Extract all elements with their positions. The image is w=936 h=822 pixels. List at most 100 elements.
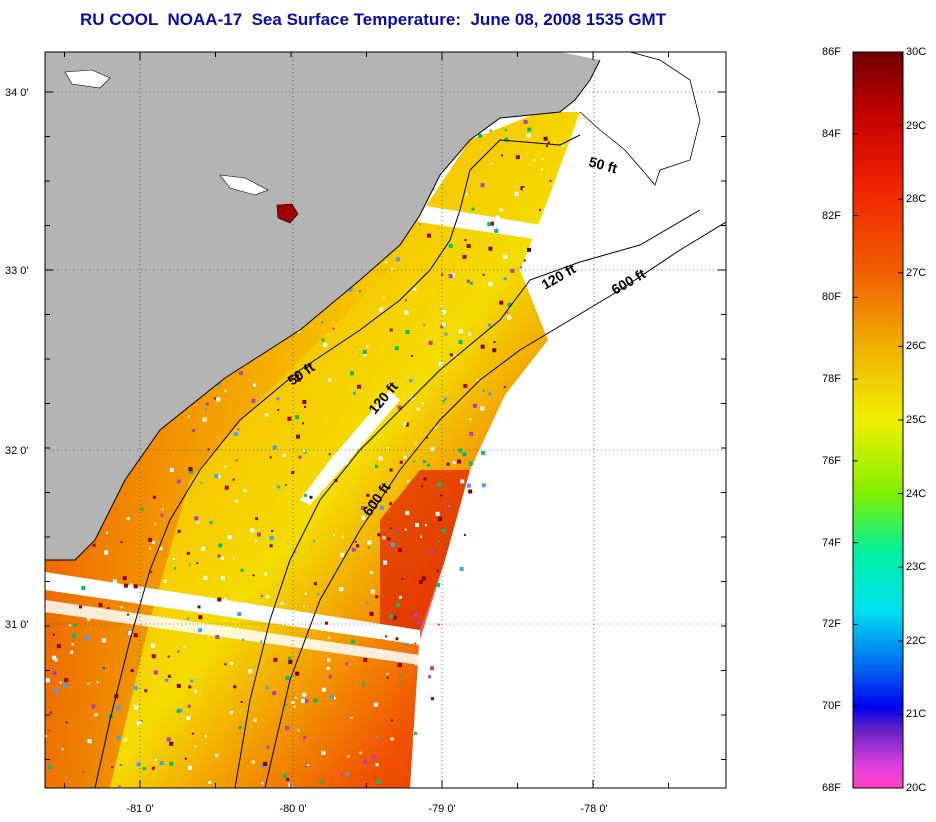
sst-speckle bbox=[447, 561, 452, 566]
sst-speckle bbox=[184, 757, 187, 760]
sst-speckle bbox=[288, 656, 292, 660]
sst-speckle bbox=[295, 415, 300, 420]
sst-speckle bbox=[238, 725, 242, 729]
sst-speckle bbox=[463, 534, 466, 536]
sst-speckle bbox=[321, 321, 324, 324]
sst-speckle bbox=[286, 778, 290, 781]
sst-speckle bbox=[419, 580, 423, 584]
sst-speckle bbox=[386, 672, 389, 675]
sst-speckle bbox=[442, 400, 445, 403]
sst-speckle bbox=[395, 531, 399, 535]
sst-speckle bbox=[154, 758, 157, 761]
graticule bbox=[45, 52, 726, 788]
sst-speckle bbox=[413, 613, 418, 617]
sst-speckle bbox=[430, 446, 435, 451]
sst-speckle bbox=[480, 344, 485, 349]
sst-speckle bbox=[527, 247, 531, 252]
sst-speckle bbox=[230, 711, 234, 714]
sst-speckle bbox=[174, 567, 176, 570]
page-title: RU COOL NOAA-17 Sea Surface Temperature:… bbox=[80, 10, 667, 29]
sst-speckle bbox=[499, 300, 504, 305]
sst-speckle bbox=[458, 448, 463, 453]
sst-speckle bbox=[207, 448, 210, 451]
sst-speckle bbox=[367, 546, 370, 549]
sst-speckle bbox=[242, 638, 244, 641]
sst-speckle bbox=[65, 721, 68, 724]
sst-speckle bbox=[193, 689, 197, 693]
sst-speckle bbox=[235, 499, 239, 503]
sst-speckle bbox=[269, 456, 272, 459]
sst-speckle bbox=[399, 460, 403, 464]
sst-speckle bbox=[414, 731, 417, 735]
land-mass bbox=[45, 52, 600, 560]
sst-speckle bbox=[403, 425, 406, 428]
sst-speckle bbox=[484, 460, 488, 463]
sst-speckle bbox=[127, 613, 130, 616]
sst-speckle bbox=[302, 422, 304, 425]
sst-speckle bbox=[399, 681, 402, 684]
sst-speckle bbox=[488, 323, 492, 327]
sst-speckle bbox=[235, 459, 238, 462]
sst-speckle bbox=[415, 523, 419, 527]
sst-speckle bbox=[256, 532, 261, 537]
sst-speckle bbox=[304, 493, 308, 497]
sst-speckle bbox=[409, 379, 413, 383]
sst-speckle bbox=[526, 133, 531, 138]
sst-speckle bbox=[469, 418, 472, 421]
sst-speckle bbox=[366, 345, 369, 348]
sst-speckle bbox=[391, 719, 393, 722]
sst-speckle bbox=[305, 618, 310, 623]
sst-speckle bbox=[361, 506, 365, 511]
sst-speckle bbox=[227, 535, 232, 540]
sst-speckle bbox=[510, 268, 515, 273]
sst-speckle bbox=[448, 505, 451, 508]
sst-speckle bbox=[341, 535, 344, 538]
sst-speckle bbox=[221, 556, 225, 560]
sst-speckle bbox=[224, 390, 227, 393]
sst-speckle bbox=[295, 671, 300, 676]
sst-speckle bbox=[397, 405, 402, 410]
sst-speckle bbox=[367, 540, 372, 545]
sst-speckle bbox=[546, 145, 548, 148]
sst-speckle bbox=[217, 475, 221, 479]
sst-speckle bbox=[303, 736, 307, 740]
sst-speckle bbox=[369, 499, 373, 503]
sst-speckle bbox=[340, 552, 345, 557]
sst-speckle bbox=[363, 630, 368, 635]
sst-speckle bbox=[119, 764, 122, 766]
sst-speckle bbox=[64, 678, 69, 683]
sst-speckle bbox=[196, 562, 199, 565]
sst-speckle bbox=[352, 391, 356, 395]
sst-speckle bbox=[294, 551, 297, 554]
sst-speckle bbox=[375, 763, 379, 767]
sst-speckle bbox=[243, 489, 247, 493]
sst-speckle bbox=[263, 761, 268, 766]
colorbar-label-c: 28C bbox=[906, 193, 927, 206]
sst-speckle bbox=[120, 541, 123, 544]
lake-north bbox=[64, 69, 111, 89]
sst-speckle bbox=[248, 669, 253, 674]
sst-speckle bbox=[363, 760, 368, 765]
sst-speckle bbox=[472, 403, 477, 408]
sst-speckle bbox=[389, 328, 393, 332]
sst-speckle bbox=[133, 685, 138, 690]
sst-speckle bbox=[176, 683, 181, 688]
sst-speckle bbox=[313, 698, 318, 703]
contour-label-50ft-north: 50 ft bbox=[587, 153, 619, 176]
sst-speckle bbox=[437, 517, 442, 522]
sst-speckle bbox=[489, 129, 492, 132]
sst-speckle bbox=[102, 668, 105, 671]
sst-speckle bbox=[56, 644, 61, 649]
sst-speckle bbox=[363, 658, 368, 662]
sst-speckle bbox=[313, 582, 317, 586]
sst-speckle bbox=[523, 120, 528, 124]
sst-speckle bbox=[120, 606, 123, 609]
sst-speckle bbox=[487, 222, 492, 227]
sst-speckle bbox=[302, 692, 307, 697]
sst-speckle bbox=[198, 615, 203, 620]
sst-map[interactable]: 50 ft 120 ft 600 ft 50 ft 120 ft 600 ft … bbox=[0, 0, 760, 817]
colorbar-label-c: 30C bbox=[906, 46, 927, 58]
sst-speckle bbox=[224, 485, 229, 490]
sst-speckle bbox=[215, 635, 220, 639]
sst-speckle bbox=[194, 516, 199, 521]
